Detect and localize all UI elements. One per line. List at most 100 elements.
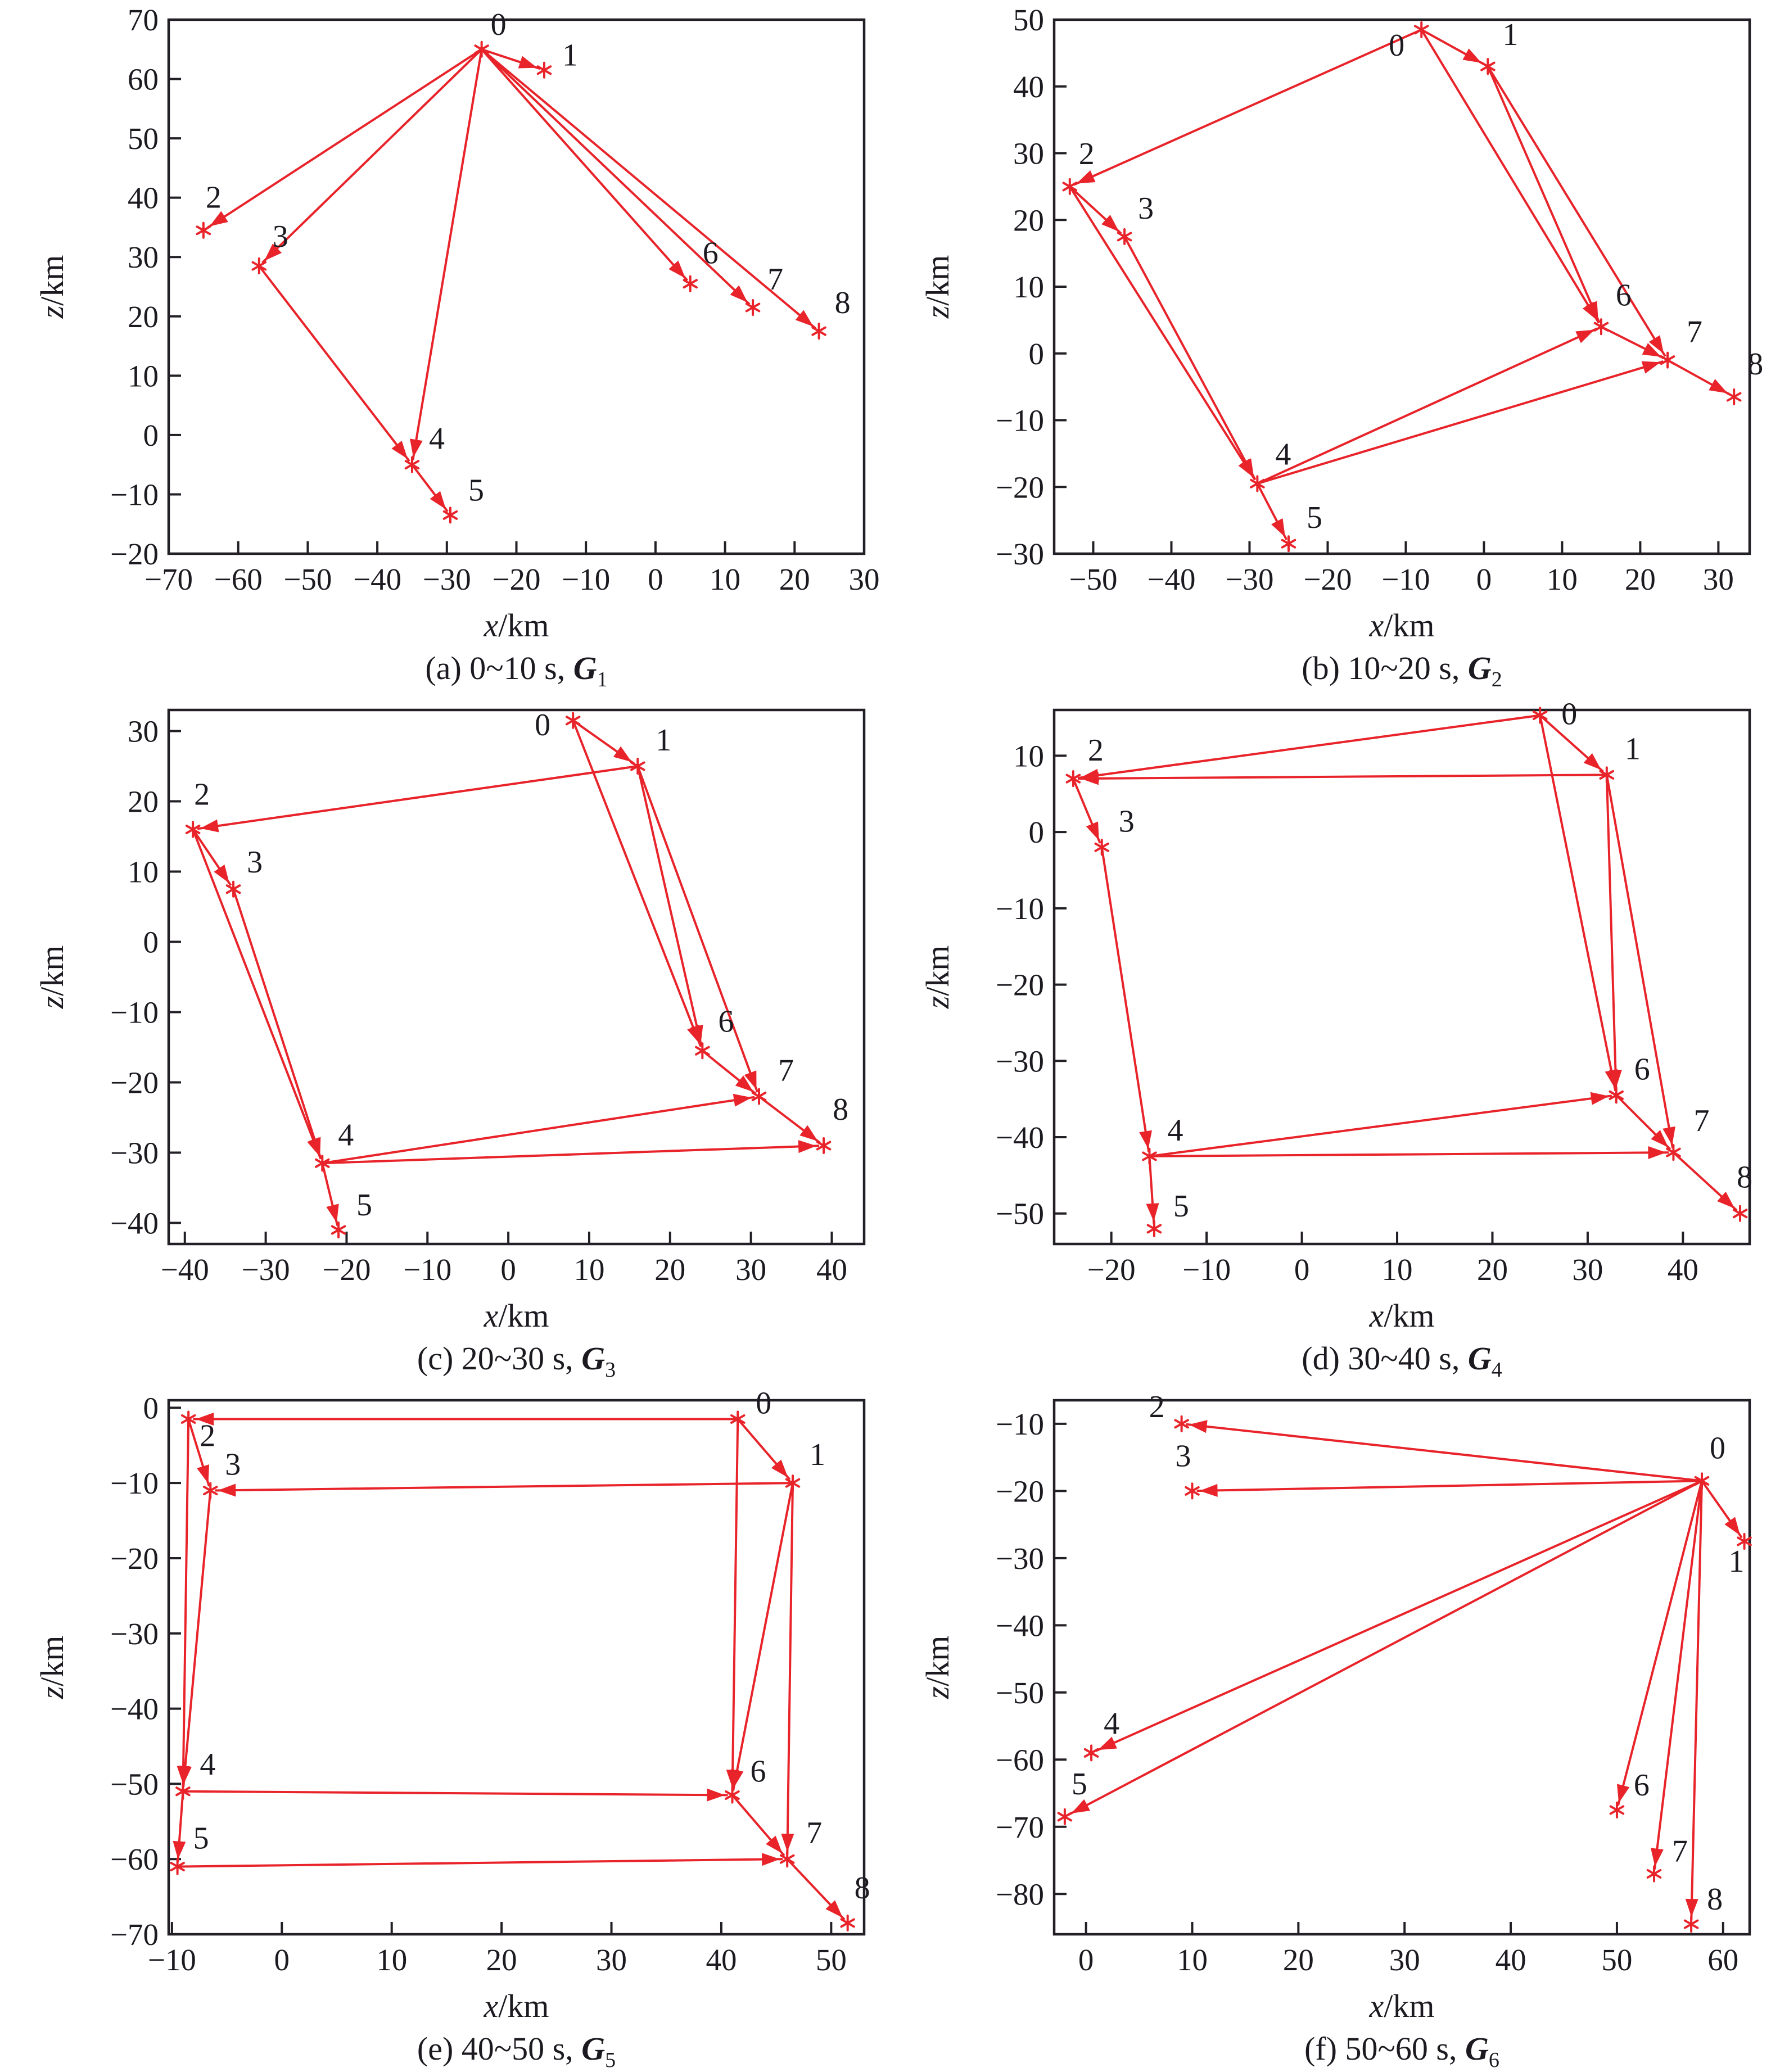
panel-c-arrowhead-1-6	[690, 1024, 703, 1044]
panel-e-edge-1-7	[786, 1483, 794, 1855]
panel-a-node-marker-5	[442, 506, 458, 524]
panel-e-x-tick-label: 30	[596, 1943, 627, 1977]
panel-f-arrowhead-0-7	[1651, 1848, 1664, 1867]
panel-f-node-marker-4	[1083, 1744, 1099, 1762]
panel-f-edge-0-5	[1068, 1480, 1702, 1816]
panel-e-node-label-2: 2	[200, 1418, 215, 1453]
panel-e-arrowhead-0-2	[196, 1412, 214, 1426]
panel-c-node-marker-1	[630, 758, 645, 775]
panel-e-node-marker-3	[203, 1482, 218, 1499]
panel-c-x-tick-label: −30	[242, 1252, 290, 1287]
panel-f-x-tick-label: 20	[1283, 1943, 1314, 1977]
panel-b-arrowhead-4-6	[1575, 329, 1595, 343]
panel-b-x-tick-label: −30	[1225, 562, 1273, 596]
panel-f-arrowhead-0-5	[1071, 1799, 1091, 1813]
panel-e-node-marker-0	[730, 1410, 746, 1428]
panel-a-node-label-1: 1	[562, 38, 578, 73]
panel-f-arrowhead-0-6	[1617, 1784, 1630, 1803]
panel-e-x-tick-label: 40	[706, 1943, 737, 1977]
panel-d-arrowhead-1-6	[1609, 1070, 1622, 1088]
panel-a-z-tick-label: 30	[128, 240, 159, 274]
panel-e-node-marker-8	[840, 1914, 855, 1931]
panel-a-x-tick-label: −30	[423, 562, 471, 596]
panel-c-edge-2-4	[192, 829, 322, 1160]
panel-b-node-label-4: 4	[1275, 437, 1291, 472]
panel-c-x-tick-label: 10	[573, 1252, 604, 1287]
panel-b-node-marker-5	[1281, 535, 1296, 553]
panel-d-node-label-5: 5	[1173, 1189, 1189, 1224]
panel-d-z-tick-label: −50	[996, 1197, 1044, 1231]
panel-d-node-label-0: 0	[1561, 697, 1577, 732]
panel-a-node-marker-7	[745, 298, 761, 316]
panel-a-node-marker-6	[683, 275, 698, 292]
panel-f-z-tick-label: −70	[996, 1810, 1044, 1844]
panel-a-arrowhead-0-7	[730, 285, 748, 302]
panel-c-x-tick-label: 30	[735, 1252, 766, 1287]
panel-a-y-axis-label: z/km	[34, 255, 70, 319]
panel-d-edge-1-2	[1077, 773, 1607, 780]
panel-e-node-label-5: 5	[193, 1821, 209, 1856]
panel-c-edge-1-2	[197, 765, 638, 830]
panel-d-edge-1-7	[1605, 775, 1674, 1148]
panel-e-arrowhead-6-7	[766, 1835, 783, 1854]
panel-c-arrowhead-0-1	[613, 746, 632, 762]
panel-b-y-axis-label: z/km	[919, 255, 956, 319]
panel-b-x-tick-label: −40	[1147, 562, 1195, 596]
panel-c-x-tick-label: 20	[654, 1252, 685, 1287]
panel-f-z-tick-label: −20	[996, 1474, 1044, 1508]
panel-d-edge-0-6	[1539, 715, 1617, 1091]
panel-a-node-label-7: 7	[767, 262, 783, 297]
panel-a-node-label-4: 4	[429, 422, 445, 456]
panel-b-edge-1-6	[1487, 66, 1601, 323]
panel-b-z-tick-label: −20	[996, 470, 1044, 504]
panel-a-arrowhead-0-8	[795, 310, 814, 327]
panel-b-node-label-6: 6	[1616, 278, 1632, 313]
panel-b-z-tick-label: 10	[1013, 270, 1044, 304]
panel-e-node-label-7: 7	[806, 1816, 822, 1851]
panel-c-z-tick-label: 30	[128, 714, 159, 749]
panel-c-node-marker-7	[751, 1088, 767, 1105]
panel-c-edge-0-6	[572, 720, 702, 1047]
panel-b-z-tick-label: 50	[1013, 3, 1044, 37]
panel-c-caption: (c) 20~30 s, G3	[417, 1340, 616, 1381]
panel-a-arrowhead-0-6	[668, 260, 686, 279]
panel-e-arrowhead-2-3	[197, 1464, 210, 1484]
panel-b-arrowhead-7-8	[1709, 379, 1728, 393]
panel-e-edge-2-4	[182, 1419, 190, 1787]
panel-a-node-marker-8	[811, 323, 826, 340]
panel-d-z-tick-label: 0	[1029, 815, 1045, 849]
panel-d-z-tick-label: −10	[996, 892, 1044, 926]
panel-c-node-label-3: 3	[247, 845, 263, 880]
panel-e-arrowhead-4-5	[173, 1840, 186, 1860]
panel-a-x-tick-label: 20	[779, 562, 810, 596]
panel-b-x-tick-label: 20	[1625, 562, 1656, 596]
panel-d-x-axis-label: x/km	[1369, 1297, 1435, 1334]
panel-d-arrowhead-6-7	[1651, 1130, 1669, 1147]
panel-c-node-label-0: 0	[535, 708, 550, 743]
panel-c-node-label-2: 2	[194, 777, 210, 812]
panel-e-y-axis-label: z/km	[34, 1636, 70, 1700]
panel-a-node-label-8: 8	[835, 286, 851, 320]
panel-e-node-marker-4	[175, 1783, 191, 1800]
panel-b-edge-0-6	[1420, 29, 1600, 324]
panel-b-edge-1-7	[1487, 66, 1666, 357]
panel-b-arrowhead-3-4	[1239, 458, 1254, 477]
panel-a-z-tick-label: 50	[128, 121, 159, 156]
panel-f-x-tick-label: 50	[1601, 1943, 1632, 1977]
panel-b-arrowhead-2-3	[1101, 215, 1119, 232]
panel-d-arrowhead-4-6	[1590, 1092, 1609, 1105]
panel-c-z-tick-label: −40	[110, 1206, 159, 1241]
panel-a-arrowhead-0-2	[209, 211, 228, 227]
panel-b-arrowhead-6-7	[1642, 343, 1661, 357]
panel-a-node-label-5: 5	[468, 473, 484, 508]
panel-e-z-tick-label: 0	[143, 1391, 159, 1425]
panel-a-node-label-3: 3	[273, 219, 288, 254]
panel-b-z-tick-label: −10	[996, 404, 1044, 438]
panel-c-node-marker-4	[315, 1155, 330, 1172]
panel-f-edge-0-6	[1616, 1480, 1703, 1806]
panel-c-node-marker-5	[331, 1222, 346, 1238]
panel-e-x-tick-label: 10	[376, 1943, 407, 1977]
panel-d: −20 −10 0 10 20 30 40 −50 −40 −30 −20 −10 0 10 0 1 2 3 4 5 6…	[885, 690, 1771, 1381]
panel-c-node-marker-8	[816, 1137, 832, 1154]
panel-f-z-tick-label: −40	[996, 1608, 1044, 1643]
